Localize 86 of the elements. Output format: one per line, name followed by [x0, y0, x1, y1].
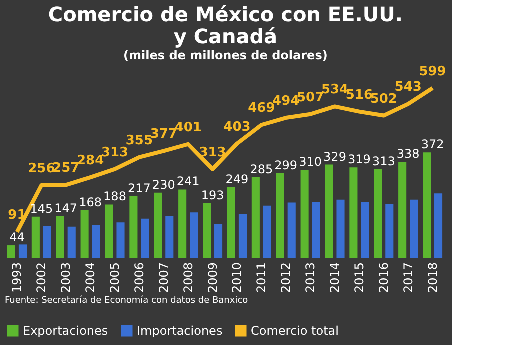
data-label: 188: [104, 190, 126, 204]
x-tick-label: 2009: [206, 262, 220, 294]
x-tick-label: 2011: [254, 262, 269, 294]
bar: [374, 169, 382, 258]
data-label: 329: [324, 150, 346, 164]
bar: [166, 216, 174, 258]
bar: [116, 222, 125, 258]
bar: [361, 202, 370, 258]
data-label: 217: [128, 182, 151, 196]
bar: [227, 187, 236, 258]
bar: [336, 200, 345, 258]
bar: [141, 218, 150, 258]
bar: [32, 216, 40, 258]
data-label: 145: [30, 202, 54, 216]
text: y Canadá: [174, 24, 278, 48]
text: Comercio de México con EE.UU.: [48, 2, 403, 26]
bar: [350, 168, 358, 258]
data-label: 319: [348, 152, 371, 167]
data-label: 241: [176, 174, 200, 189]
bar: [386, 204, 394, 258]
data-label: 256: [28, 161, 56, 176]
x-tick-label: 2013: [304, 262, 318, 294]
data-label: 147: [54, 201, 78, 216]
bar: [190, 212, 198, 258]
data-label: 372: [421, 138, 444, 152]
legend-label: Exportaciones: [23, 324, 108, 338]
bar: [203, 203, 212, 258]
data-label: 543: [394, 80, 422, 96]
bar: [43, 226, 52, 258]
bar: [154, 192, 162, 258]
bar: [288, 202, 296, 258]
x-tick-label: 2007: [156, 262, 171, 294]
bar: [398, 162, 407, 258]
bar: [410, 200, 418, 258]
data-label: 230: [152, 178, 176, 192]
bar: [178, 190, 187, 258]
bar: [276, 173, 284, 258]
x-tick-label: 2010: [230, 262, 244, 294]
bar: [56, 216, 64, 258]
x-tick-label: 2006: [132, 262, 146, 294]
data-label: 313: [372, 154, 396, 168]
data-label: 299: [274, 158, 298, 172]
data-label: 249: [226, 172, 249, 186]
data-label: 338: [396, 147, 420, 162]
x-tick-label: 2015: [352, 262, 366, 294]
x-tick-label: 2014: [328, 262, 342, 294]
bar: [80, 210, 89, 258]
x-tick-label: 2017: [401, 262, 416, 294]
bar: [252, 177, 260, 258]
data-label: 44: [10, 230, 25, 245]
x-tick-label: 2008: [181, 262, 196, 294]
bar: [423, 152, 432, 258]
bar: [434, 194, 443, 258]
x-tick-label: 2003: [59, 262, 74, 294]
x-tick-label: 2002: [34, 262, 49, 294]
source-note: Fuente: Secretaría de Economía con datos de Banxico: [5, 295, 249, 306]
bar: [263, 206, 272, 258]
data-label: 168: [79, 195, 102, 210]
bar: [238, 214, 247, 258]
x-tick-label: 1993: [10, 262, 24, 294]
bar: [92, 225, 100, 258]
bar: [7, 246, 16, 258]
data-label: 285: [250, 162, 274, 176]
x-tick-label: 2004: [84, 262, 98, 294]
x-tick-label: 2005: [108, 262, 122, 294]
bar: [325, 164, 334, 258]
bar: [68, 226, 76, 258]
legend-label: Comercio total: [251, 324, 339, 338]
bar: [214, 224, 223, 258]
data-label: 310: [299, 155, 322, 170]
data-label: 502: [370, 92, 398, 107]
legend-label: Importaciones: [137, 324, 223, 338]
bar: [300, 170, 309, 258]
bar: [105, 204, 114, 258]
bar: [18, 244, 27, 258]
data-label: 313: [199, 145, 226, 160]
data-label: 401: [174, 120, 202, 136]
bar: [312, 202, 320, 258]
chart-subtitle: (miles de millones de dolares): [124, 48, 328, 62]
x-tick-label: 2016: [376, 262, 391, 294]
data-label: 193: [201, 188, 224, 202]
x-tick-label: 2012: [279, 262, 294, 294]
bar: [130, 196, 138, 258]
data-label: 403: [224, 120, 251, 135]
x-tick-label: 2018: [426, 262, 440, 294]
data-label: 599: [419, 64, 446, 80]
